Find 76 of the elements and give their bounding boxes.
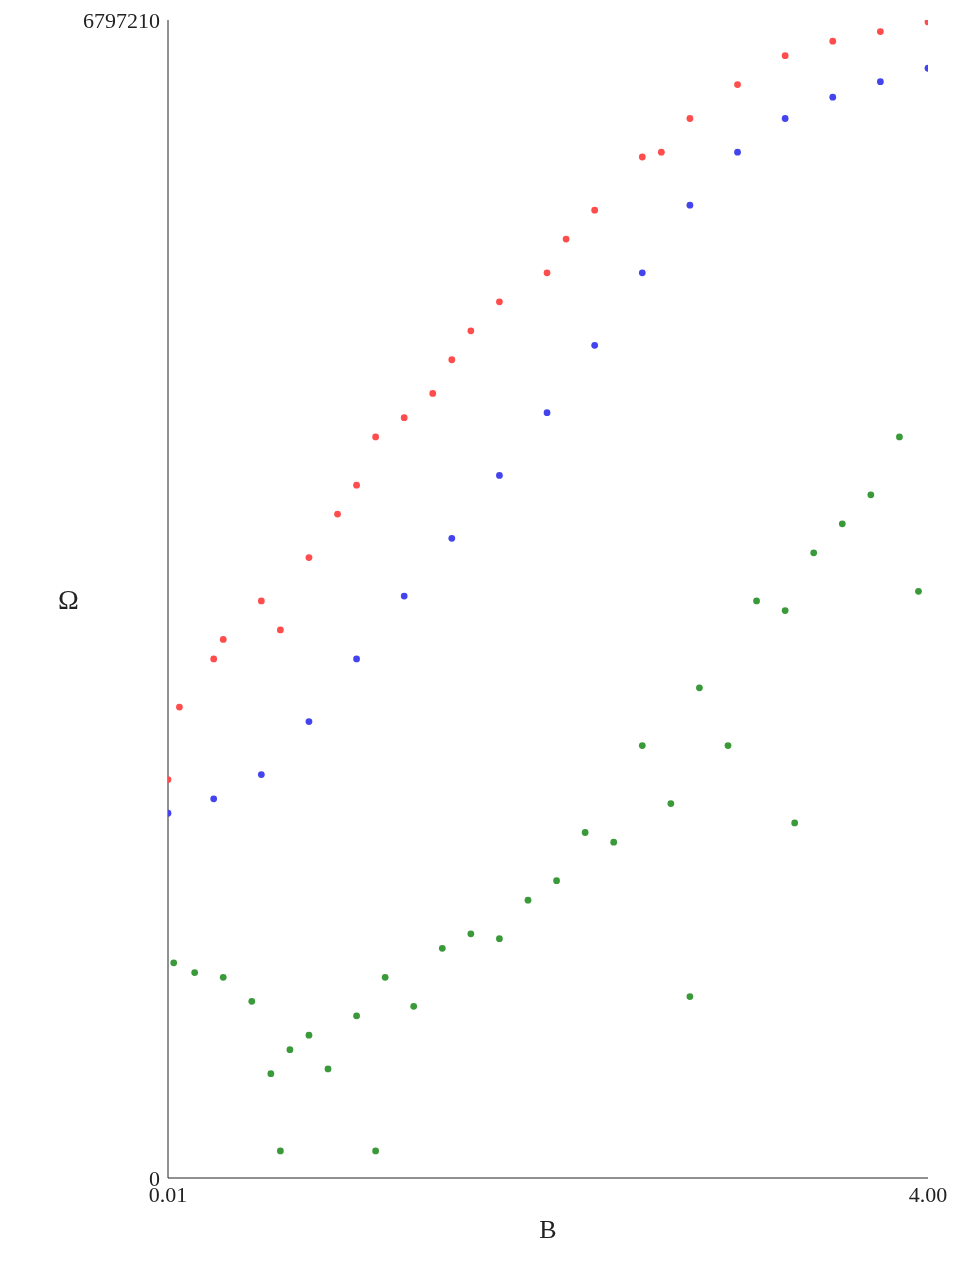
point (810, 549, 818, 557)
point (257, 771, 265, 778)
point (305, 718, 313, 725)
point (267, 1070, 275, 1078)
point (838, 520, 846, 528)
point (467, 930, 475, 938)
point (210, 795, 218, 803)
point (915, 587, 922, 595)
point (734, 148, 741, 156)
point (581, 829, 589, 836)
point (734, 81, 741, 88)
point (372, 433, 379, 441)
point (781, 52, 789, 60)
point (219, 973, 227, 981)
point (219, 636, 227, 643)
point (381, 973, 389, 981)
point (877, 78, 884, 86)
point (657, 148, 665, 156)
point (324, 1065, 332, 1073)
y-tick-label: 6797210 (83, 7, 160, 33)
point (610, 838, 618, 846)
point (277, 1147, 284, 1155)
point (791, 819, 799, 827)
point (400, 414, 408, 422)
point (176, 703, 183, 711)
point (638, 269, 646, 277)
point (562, 235, 570, 243)
point (896, 433, 903, 441)
point (257, 597, 265, 605)
point (305, 554, 313, 561)
point (667, 800, 675, 807)
point (448, 534, 456, 542)
point (591, 341, 599, 349)
point (867, 491, 875, 499)
point (438, 944, 446, 952)
point (553, 877, 560, 885)
point (829, 37, 837, 45)
x-tick-label: 4.00 (908, 1181, 948, 1207)
x-axis-title: B (539, 1215, 557, 1244)
point (248, 997, 256, 1005)
point (543, 409, 551, 417)
point (524, 896, 532, 904)
point (829, 93, 837, 101)
point (686, 115, 694, 122)
point (410, 1002, 418, 1010)
point (696, 684, 703, 692)
point (170, 959, 178, 967)
point (591, 206, 599, 214)
point (210, 655, 218, 663)
point (753, 597, 760, 605)
point (305, 1031, 313, 1039)
point (400, 592, 408, 600)
point (334, 510, 341, 518)
point (638, 742, 646, 749)
point (496, 472, 503, 479)
point (191, 969, 199, 976)
point (467, 327, 475, 335)
point (686, 993, 694, 1000)
point (781, 607, 789, 614)
point (372, 1147, 379, 1155)
point (877, 28, 884, 35)
point (429, 390, 437, 397)
point (781, 115, 789, 122)
point (353, 481, 360, 489)
point (448, 356, 456, 364)
point (277, 626, 284, 634)
point (724, 742, 732, 749)
point (686, 201, 694, 209)
point (286, 1046, 294, 1054)
point (543, 269, 551, 277)
point (496, 935, 503, 943)
point (353, 1012, 360, 1020)
y-axis-title: Ω (58, 583, 79, 615)
point (496, 298, 503, 306)
point (638, 153, 646, 161)
point (353, 655, 360, 663)
